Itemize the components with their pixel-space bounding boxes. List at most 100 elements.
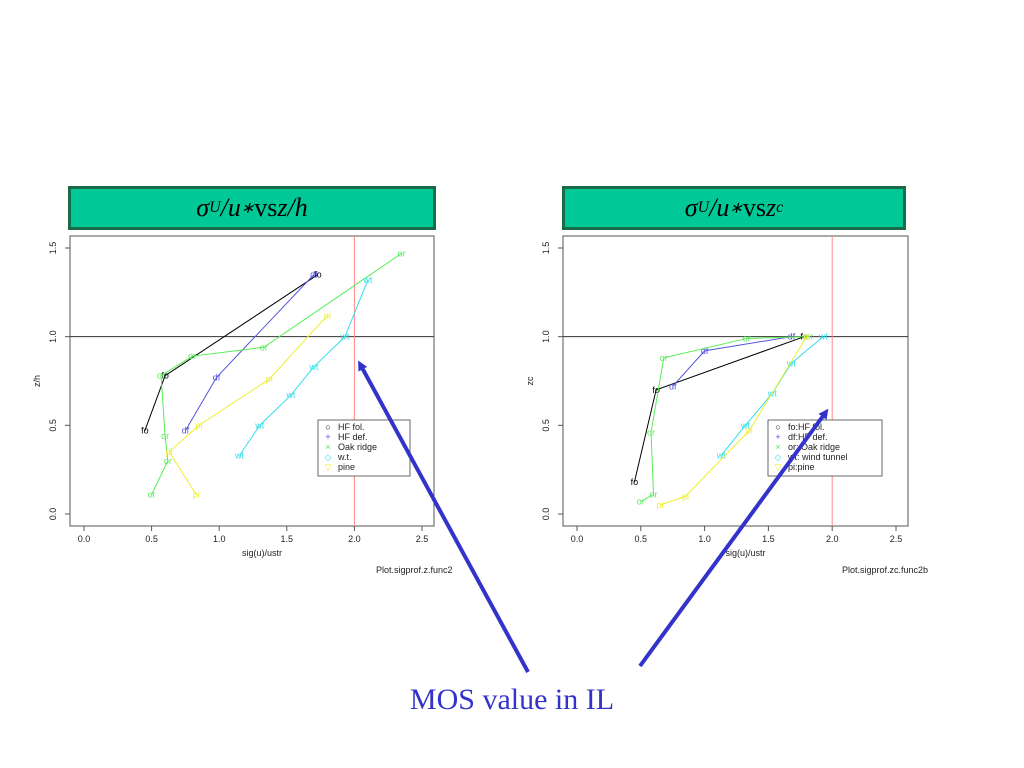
plot-footer: Plot.sigprof.zc.func2b bbox=[842, 565, 928, 575]
x-tick-label: 2.0 bbox=[826, 534, 839, 544]
sigma-subscript: U bbox=[697, 199, 710, 216]
legend-label: HF def. bbox=[338, 432, 368, 442]
legend-symbol: + bbox=[775, 432, 780, 442]
legend-symbol: + bbox=[325, 432, 330, 442]
data-point-or: or bbox=[161, 431, 169, 441]
data-point-or: or bbox=[164, 456, 172, 466]
data-point-df: df bbox=[310, 270, 318, 280]
series-line-fo bbox=[144, 274, 319, 431]
y-axis-label: z/h bbox=[32, 375, 42, 387]
chart-title-left: σ U/u ∗ vs z/h bbox=[68, 186, 436, 230]
y-tick-label: 0.5 bbox=[541, 419, 551, 432]
y-tick-label: 0.0 bbox=[541, 508, 551, 521]
x-tick-label: 2.0 bbox=[348, 534, 361, 544]
left-chart: 0.0 0.5 1.0 1.5 2.0 2.5 0.0 0.5 1.0 1.5 sig(u)/ust… bbox=[32, 235, 453, 575]
data-point-wt: wt bbox=[716, 450, 726, 460]
arrow-left bbox=[358, 360, 530, 673]
legend-label: pine bbox=[338, 462, 355, 472]
y-tick-label: 1.0 bbox=[541, 330, 551, 343]
legend-label: Oak ridge bbox=[338, 442, 377, 452]
series-line-or bbox=[151, 252, 403, 495]
title-rhs: z bbox=[765, 193, 777, 222]
y-tick-label: 1.0 bbox=[48, 330, 58, 343]
data-point-or: or bbox=[650, 489, 658, 499]
title-rhs: z/h bbox=[277, 193, 308, 222]
data-point-df: df bbox=[213, 372, 221, 382]
legend-label: wt: wind tunnel bbox=[787, 452, 848, 462]
x-axis-label: sig(u)/ustr bbox=[726, 548, 766, 558]
sigma-symbol: σ bbox=[684, 193, 698, 222]
x-tick-label: 0.0 bbox=[571, 534, 584, 544]
data-point-or: or bbox=[148, 489, 156, 499]
star-subscript: ∗ bbox=[240, 200, 255, 217]
data-point-wt: wt bbox=[308, 362, 318, 372]
data-point-pi: pi bbox=[746, 426, 753, 436]
star-subscript: ∗ bbox=[729, 200, 743, 217]
plot-frame bbox=[562, 235, 909, 527]
data-point-fo: fo bbox=[161, 371, 169, 381]
data-point-wt: wt bbox=[362, 275, 372, 285]
data-point-pi: pi bbox=[682, 491, 689, 501]
data-point-pi: pi bbox=[656, 500, 663, 510]
series-line-pi bbox=[659, 336, 808, 506]
legend-label: w.t. bbox=[337, 452, 352, 462]
data-point-pi: pi bbox=[803, 332, 810, 342]
data-point-fo: fo bbox=[631, 477, 639, 487]
data-point-wt: wt bbox=[339, 332, 349, 342]
data-point-pi: pi bbox=[324, 310, 331, 320]
data-point-or: or bbox=[805, 332, 813, 342]
legend-label: fo:HF fol. bbox=[788, 422, 825, 432]
caption: MOS value in IL bbox=[409, 683, 615, 716]
data-point-wt: wt bbox=[234, 450, 244, 460]
plot-footer: Plot.sigprof.z.func2 bbox=[376, 565, 453, 575]
legend-symbol: ▽ bbox=[325, 462, 332, 472]
y-tick-label: 1.5 bbox=[48, 242, 58, 255]
legend-symbol: ◇ bbox=[325, 452, 332, 462]
data-point-fo: fo bbox=[652, 385, 660, 395]
title-vs: vs bbox=[254, 193, 278, 222]
data-point-or: or bbox=[157, 371, 165, 381]
series-line-pi bbox=[168, 315, 328, 495]
y-tick-label: 0.0 bbox=[48, 508, 58, 521]
data-point-fo: fo bbox=[314, 270, 322, 280]
legend-symbol: ○ bbox=[325, 422, 330, 432]
data-point-or: or bbox=[660, 353, 668, 363]
data-point-df: df bbox=[669, 381, 677, 391]
data-point-wt: wt bbox=[254, 420, 264, 430]
x-tick-label: 0.5 bbox=[145, 534, 158, 544]
data-point-pi: pi bbox=[195, 420, 202, 430]
legend-symbol: ○ bbox=[775, 422, 780, 432]
series-line-df bbox=[672, 336, 792, 387]
data-point-df: df bbox=[182, 426, 190, 436]
series-line-fo bbox=[633, 336, 805, 483]
legend-symbol: × bbox=[325, 442, 330, 452]
data-point-or: or bbox=[637, 497, 645, 507]
data-point-or: or bbox=[743, 333, 751, 343]
data-point-wt: wt bbox=[786, 358, 796, 368]
data-point-or: or bbox=[398, 248, 406, 258]
legend-symbol: ▽ bbox=[775, 462, 782, 472]
x-tick-label: 2.5 bbox=[416, 534, 429, 544]
x-tick-label: 1.0 bbox=[213, 534, 226, 544]
data-point-pi: pi bbox=[193, 489, 200, 499]
x-tick-label: 1.5 bbox=[762, 534, 775, 544]
data-point-pi: pi bbox=[166, 447, 173, 457]
legend-label: HF fol. bbox=[338, 422, 365, 432]
y-tick-label: 0.5 bbox=[48, 419, 58, 432]
title-ratio: /u bbox=[220, 193, 241, 222]
y-tick-label: 1.5 bbox=[541, 242, 551, 255]
sigma-symbol: σ bbox=[196, 193, 210, 222]
legend-symbol: ◇ bbox=[775, 452, 782, 462]
legend-symbol: × bbox=[775, 442, 780, 452]
data-point-fo: fo bbox=[141, 426, 149, 436]
data-point-or: or bbox=[188, 351, 196, 361]
title-vs: vs bbox=[742, 193, 766, 222]
data-point-wt: wt bbox=[285, 390, 295, 400]
legend-label: or: Oak ridge bbox=[788, 442, 840, 452]
x-axis-label: sig(u)/ustr bbox=[242, 548, 282, 558]
series-line-or bbox=[640, 336, 810, 503]
y-axis-label: zc bbox=[525, 376, 535, 386]
x-tick-label: 0.5 bbox=[635, 534, 648, 544]
